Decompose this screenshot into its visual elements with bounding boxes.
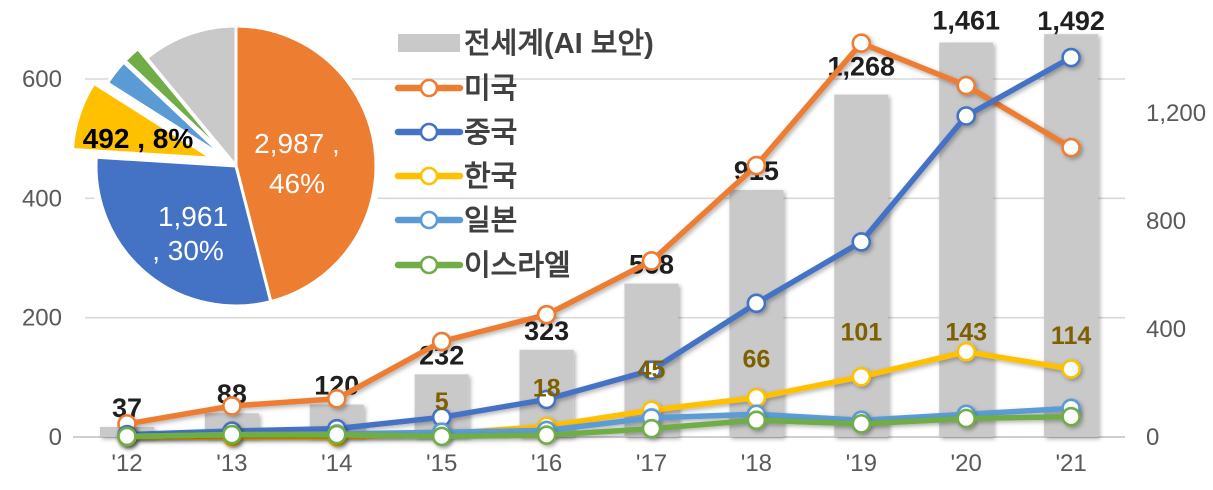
bar-'20 <box>939 42 994 437</box>
pie-slice-usa <box>234 24 378 304</box>
pie-label-china-line1: 1,961 <box>158 201 228 232</box>
pie-slice-china <box>94 155 273 308</box>
right-axis-tick-800: 800 <box>1146 208 1186 235</box>
legend-marker-korea <box>419 166 439 186</box>
legend-swatch-worldwide <box>398 34 460 52</box>
korea-label-'16: 18 <box>533 374 561 402</box>
legend-marker-usa <box>419 78 439 98</box>
pie-label-usa-line1: 2,987 , <box>254 128 340 159</box>
x-axis-label-'15: '15 <box>426 450 457 477</box>
legend-label-korea: 한국 <box>464 160 517 193</box>
x-axis-label-'21: '21 <box>1055 450 1086 477</box>
x-axis-label-'12: '12 <box>111 450 142 477</box>
marker-china-'16 <box>536 389 557 410</box>
line-israel <box>124 413 1074 440</box>
x-axis-label-'18: '18 <box>741 450 772 477</box>
korea-label-'20: 143 <box>945 319 987 347</box>
marker-china-'17 <box>641 360 662 380</box>
marker-usa-'17 <box>641 251 662 271</box>
marker-israel-'13 <box>222 424 242 445</box>
marker-israel-'17 <box>641 418 662 439</box>
legend-item-usa: 미국 <box>394 72 517 105</box>
pie-slice-israel <box>123 47 229 158</box>
marker-usa-'21 <box>1061 137 1081 158</box>
bar-label-'21: 1,492 <box>1037 6 1105 36</box>
marker-korea-'19 <box>851 366 872 387</box>
legend-item-japan: 일본 <box>394 204 517 237</box>
marker-china-'21 <box>1061 47 1081 68</box>
x-axis-label-'20: '20 <box>951 450 982 477</box>
x-axis-label-'17: '17 <box>636 450 667 477</box>
legend-item-china: 중국 <box>394 117 517 149</box>
legend-marker-israel <box>419 255 439 275</box>
marker-usa-'20 <box>956 75 977 96</box>
pie-chart: 2,987 , 46% 1,961, 30% 492 , 8% <box>71 21 381 311</box>
marker-usa-'15 <box>431 331 452 352</box>
marker-korea-'21 <box>1061 359 1081 379</box>
marker-israel-'18 <box>746 410 767 431</box>
marker-usa-'19 <box>851 33 872 53</box>
x-axis-label-'14: '14 <box>321 450 352 477</box>
korea-label-'15: 5 <box>435 388 449 416</box>
x-axis-label-'19: '19 <box>846 450 877 477</box>
marker-israel-'16 <box>536 425 557 446</box>
pie-slice-japan <box>106 60 228 160</box>
marker-usa-'18 <box>746 155 767 176</box>
left-axis-tick-200: 200 <box>22 305 62 332</box>
bar-label-'20: 1,461 <box>932 6 1000 36</box>
marker-usa-'14 <box>326 389 347 409</box>
pie-label-korea-line1: 492 , 8% <box>83 123 194 154</box>
marker-korea-'20 <box>956 341 977 362</box>
pie-slice-korea <box>71 81 214 160</box>
x-axis-label-'16: '16 <box>531 450 562 477</box>
legend-label-usa: 미국 <box>464 72 517 105</box>
pie-slice-others <box>145 24 238 168</box>
line-china <box>124 54 1074 438</box>
right-axis-tick-0: 0 <box>1146 424 1159 451</box>
pie-label-china-line2: , 30% <box>152 235 224 266</box>
legend-item-korea: 한국 <box>394 160 517 193</box>
axis-labels: 0 200 400 600 0 400 800 1,200 '12 '13 '14 '15 '16 '17… <box>22 66 1206 477</box>
legend-label-japan: 일본 <box>464 204 517 237</box>
korea-value-labels: 5 18 45 66 101 143 114 <box>435 319 1092 416</box>
marker-israel-'14 <box>326 424 347 445</box>
korea-label-'18: 66 <box>742 346 770 374</box>
legend-label-israel: 이스라엘 <box>464 249 571 282</box>
line-usa <box>124 40 1074 427</box>
marker-israel-'12 <box>117 426 137 447</box>
right-axis-tick-400: 400 <box>1146 316 1186 343</box>
marker-israel-'21 <box>1061 406 1081 427</box>
marker-korea-'18 <box>746 387 767 408</box>
legend-item-worldwide: 전세계(AI 보안) <box>398 27 654 60</box>
legend-label-worldwide: 전세계(AI 보안) <box>464 27 654 60</box>
marker-usa-'16 <box>536 304 557 325</box>
marker-israel-'20 <box>956 408 977 429</box>
x-axis-label-'13: '13 <box>216 450 247 477</box>
marker-israel-'15 <box>431 426 452 447</box>
legend-item-israel: 이스라엘 <box>394 249 571 282</box>
korea-label-'17: 45 <box>638 356 666 384</box>
marker-israel-'19 <box>851 414 872 434</box>
marker-china-'20 <box>956 106 977 126</box>
left-axis-tick-400: 400 <box>22 185 62 212</box>
left-axis-tick-0: 0 <box>49 424 62 451</box>
legend-marker-japan <box>419 210 439 230</box>
marker-china-'19 <box>851 232 872 252</box>
line-series-usa <box>117 33 1081 434</box>
korea-label-'21: 114 <box>1051 322 1091 350</box>
left-axis-tick-600: 600 <box>22 66 62 93</box>
legend-marker-china <box>419 122 439 142</box>
korea-label-'19: 101 <box>840 319 882 347</box>
marker-usa-'13 <box>222 396 242 416</box>
legend-label-china: 중국 <box>464 117 517 149</box>
line-series-israel <box>117 406 1081 447</box>
right-axis-tick-1,200: 1,200 <box>1146 100 1206 127</box>
marker-china-'18 <box>746 293 767 314</box>
pie-label-usa-line2: 46% <box>269 168 325 199</box>
